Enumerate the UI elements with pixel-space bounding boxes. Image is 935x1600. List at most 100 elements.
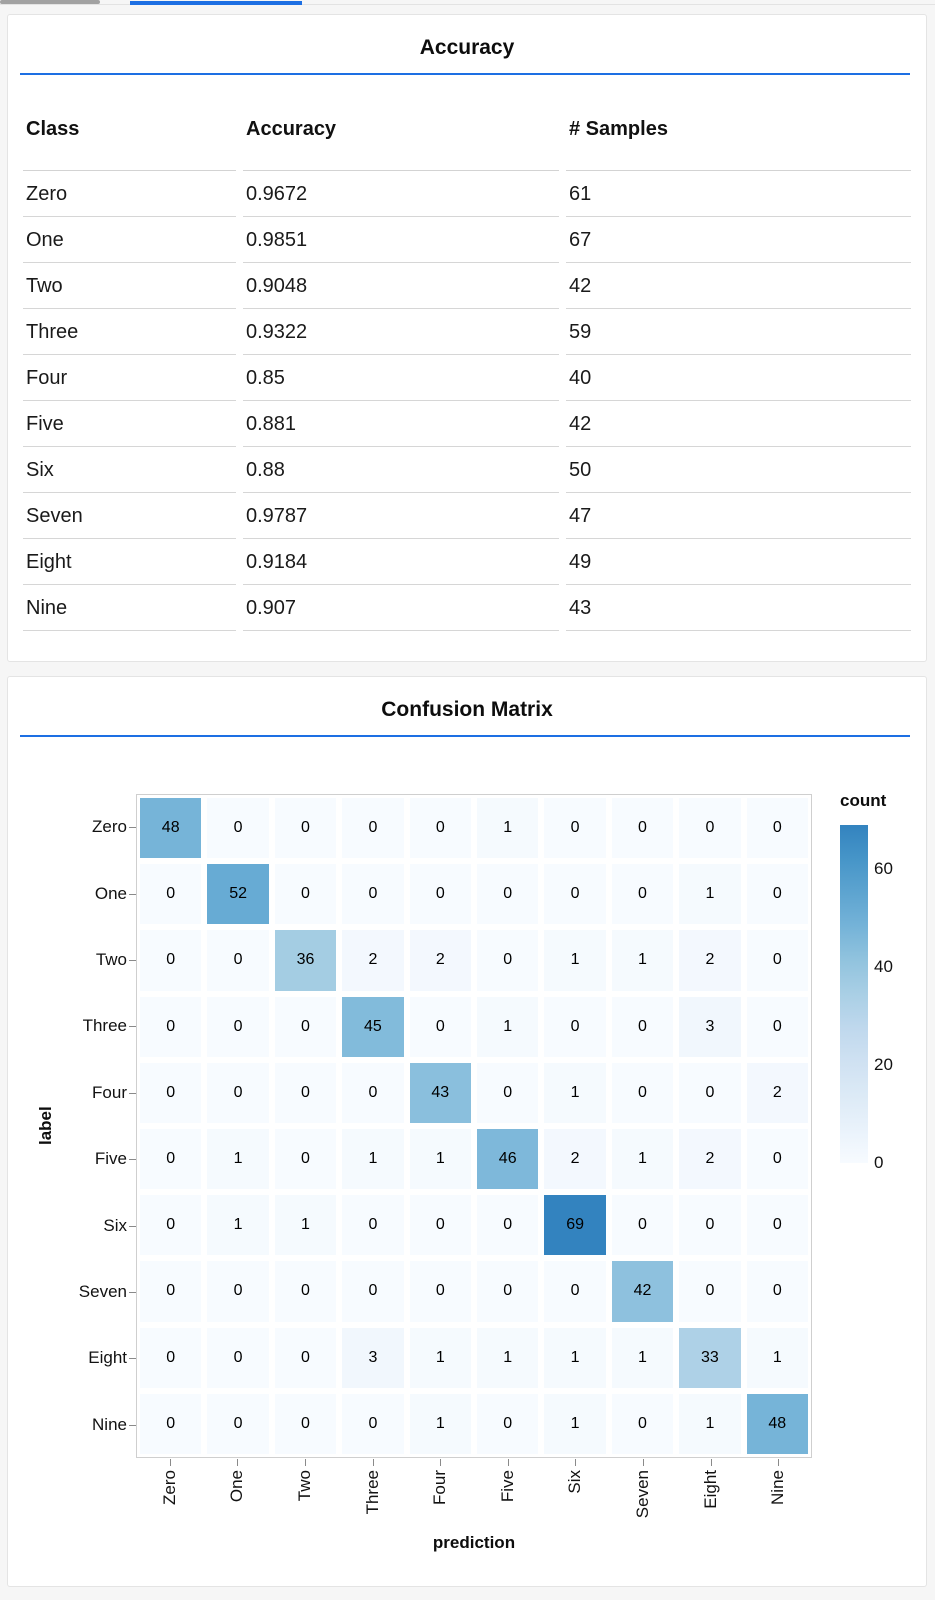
table-cell: Eight [23,539,236,585]
heatmap-cell: 0 [204,1390,272,1457]
heatmap-cell: 43 [406,1059,474,1126]
table-cell: 0.9184 [243,539,559,585]
heatmap-cell: 2 [339,927,407,994]
heatmap-cell: 0 [743,993,811,1060]
x-axis-tick-label: Eight [700,1470,720,1509]
heatmap-cell: 45 [339,993,407,1060]
heatmap-cell: 2 [676,1125,744,1193]
table-cell: 0.9048 [243,263,559,309]
heatmap-cell: 1 [743,1324,811,1391]
heatmap-cell: 0 [541,861,609,928]
y-axis-tick-label: Three [82,1016,127,1036]
heatmap-cell: 33 [676,1324,744,1391]
heatmap-cell: 0 [608,795,677,862]
table-cell: Three [23,309,236,355]
x-axis-tick [169,1459,171,1466]
heatmap-cell: 0 [676,795,744,862]
heatmap-cell: 0 [204,795,272,862]
heatmap-cell: 0 [204,993,272,1060]
heatmap-cell: 0 [406,1258,474,1325]
heatmap-cell: 0 [676,1059,744,1126]
heatmap-cell: 1 [406,1125,474,1193]
x-axis-tick [710,1459,712,1466]
x-axis-tick-label: Zero [159,1470,179,1505]
heatmap-cell: 1 [541,927,609,994]
table-cell: Two [23,263,236,309]
table-cell: 49 [566,539,911,585]
heatmap-cell: 1 [406,1324,474,1391]
heatmap-cell: 46 [474,1125,542,1193]
table-cell: 0.9322 [243,309,559,355]
active-tab-indicator[interactable] [130,1,302,5]
accuracy-card-title: Accuracy [419,36,515,59]
y-axis-tick [129,1026,136,1028]
heatmap-cell: 1 [608,1125,677,1193]
heatmap-cell: 0 [406,993,474,1060]
heatmap-cell: 2 [406,927,474,994]
table-cell: 67 [566,217,911,263]
legend-title: count [840,791,887,810]
heatmap-cell: 0 [474,1258,542,1325]
top-scrollbar-thumb[interactable] [0,0,100,4]
heatmap-cell: 2 [541,1125,609,1193]
heatmap-cell: 0 [204,1258,272,1325]
table-cell: 0.9672 [243,171,559,217]
heatmap-cell: 1 [676,861,744,928]
heatmap-cell: 48 [137,795,205,862]
heatmap-cell: 0 [406,861,474,928]
table-cell: Five [23,401,236,447]
heatmap-cell: 3 [339,1324,407,1391]
heatmap-cell: 0 [137,1192,205,1259]
heatmap-cell: 1 [608,1324,677,1391]
table-cell: 0.907 [243,585,559,631]
confusion-title-underline [20,735,910,737]
y-axis-tick [129,893,136,895]
heatmap-cell: 0 [204,1324,272,1391]
accuracy-table: Class Accuracy # Samples Zero 0.9672 61 One… [23,75,911,631]
heatmap-cell: 1 [406,1390,474,1457]
heatmap-cell: 0 [137,861,205,928]
x-axis-tick [305,1459,306,1466]
column-header-samples: # Samples [566,75,911,171]
heatmap-cell: 1 [271,1192,340,1259]
heatmap-cell: 0 [406,795,474,862]
x-axis-tick [575,1459,577,1466]
table-cell: 0.88 [243,447,559,493]
heatmap-cell: 52 [204,861,272,928]
x-axis-tick-label: Four [430,1470,450,1505]
legend-gradient-bar [840,825,868,1163]
table-cell: 0.85 [243,355,559,401]
heatmap-cell: 0 [271,1324,340,1391]
heatmap-cell: 0 [608,1390,677,1457]
x-axis-tick [237,1459,239,1466]
y-axis-tick-label: Four [92,1082,127,1102]
x-axis-title: prediction [432,1533,516,1552]
heatmap-cell: 36 [271,927,340,994]
x-axis-tick [778,1459,780,1466]
heatmap-cell: 0 [137,927,205,994]
heatmap-cell: 1 [608,927,677,994]
heatmap-cell: 42 [608,1258,677,1325]
heatmap-cell: 0 [137,1324,205,1391]
heatmap-cell: 0 [271,1390,340,1457]
table-cell: 40 [566,355,911,401]
heatmap-cell: 1 [474,1324,542,1391]
y-axis-tick-label: Zero [92,817,127,837]
heatmap-cell: 0 [743,795,811,862]
y-axis-tick [129,1092,136,1094]
heatmap-cell: 0 [339,1059,407,1126]
y-axis-tick-label: Eight [88,1348,127,1368]
heatmap-cell: 1 [541,1059,609,1126]
table-cell: Nine [23,585,236,631]
x-axis-tick-label: Two [295,1470,314,1502]
heatmap-cell: 1 [541,1324,609,1391]
y-axis-tick [129,1424,136,1426]
heatmap-cell: 0 [743,927,811,994]
heatmap-cell: 0 [474,927,542,994]
heatmap-cell: 2 [676,927,744,994]
y-axis-tick-label: Seven [78,1282,127,1301]
table-cell: Six [23,447,236,493]
x-axis-tick-label: Nine [768,1470,788,1505]
heatmap-cell: 0 [541,795,609,862]
heatmap-cell: 0 [743,1258,811,1325]
